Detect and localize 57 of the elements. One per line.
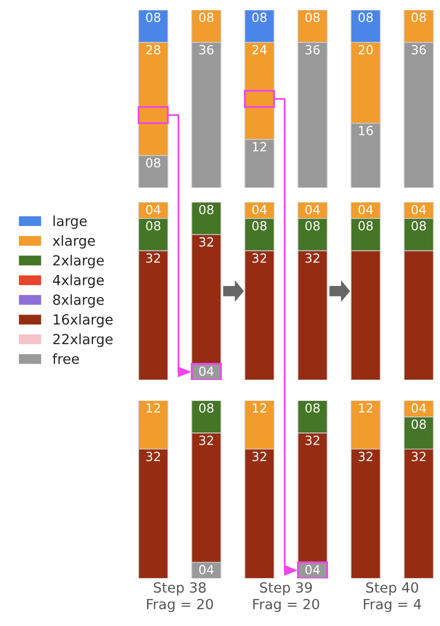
data-label: 04 [412,403,426,413]
data-label: 08 [252,12,267,22]
legend-label: large [54,215,87,229]
data-label: 08 [412,221,426,230]
data-label: 24 [252,44,267,54]
data-label: 04 [305,564,320,574]
data-label: 32 [252,452,266,462]
data-label: 16 [359,126,373,136]
data-label: 08 [412,419,426,429]
data-label: 32 [252,253,266,263]
data-label: 12 [146,403,160,413]
data-label: 08 [358,12,373,22]
legend-label: 8xlarge [53,294,104,308]
data-label: 08 [305,221,320,230]
data-label: 12 [252,403,266,413]
legend-label: 16xlarge [54,314,113,328]
data-label: 04 [358,204,373,214]
data-label: 08 [146,221,160,230]
data-label: 12 [252,142,266,152]
data-label: 32 [358,452,372,462]
data-label: 08 [305,403,320,413]
data-label: 08 [412,12,426,22]
legend-label: 22xlarge [53,334,113,348]
data-label: 32 [199,436,214,446]
data-label: 04 [305,204,320,214]
data-label: 32 [306,436,320,446]
legend-label: 2xlarge [53,254,104,268]
data-label: 08 [146,12,160,22]
legend-label: 4xlarge [52,274,104,288]
data-label: 04 [199,564,214,574]
data-label: 08 [199,403,214,413]
data-label: 08 [199,12,214,22]
data-label: 32 [306,253,320,263]
data-label: 36 [306,44,320,54]
data-label: 12 [359,403,372,413]
text: Step 39 Frag = 20 [253,582,320,612]
text: Step 38 Frag = 20 [147,582,213,612]
data-label: 04 [252,204,267,214]
data-label: 08 [146,158,160,168]
data-label: 36 [412,44,426,54]
legend-label: free [52,353,79,364]
legend-label: xlarge [52,235,95,249]
data-label: 08 [199,204,214,214]
data-label: 04 [199,366,214,376]
data-label: 32 [146,452,160,462]
data-label: 20 [358,44,373,54]
data-label: 28 [146,44,160,54]
data-label: 32 [146,253,160,263]
data-label: 32 [412,452,426,462]
data-label: 36 [199,44,214,54]
data-label: 32 [199,237,214,247]
data-label: 04 [146,204,160,214]
data-label: 04 [412,204,426,214]
data-label: 08 [358,221,373,230]
data-label: 08 [252,221,267,230]
data-label: 08 [305,12,320,22]
text: Step 40 Frag = 4 [364,582,422,612]
